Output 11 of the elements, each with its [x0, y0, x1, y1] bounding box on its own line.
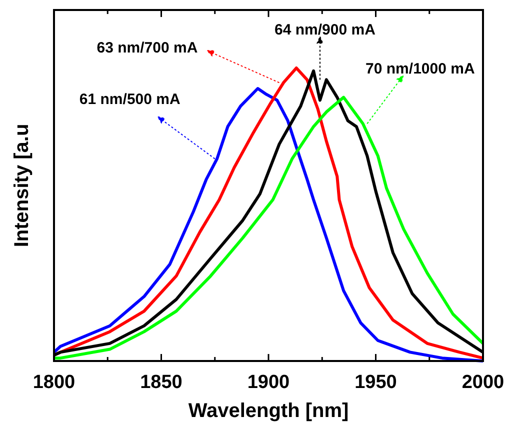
annotation: 64 nm/900 mA — [274, 22, 376, 39]
x-tick-label: 1800 — [32, 372, 76, 393]
annotation: 63 nm/700 mA — [96, 40, 198, 57]
annotation: 70 nm/1000 mA — [366, 60, 475, 78]
x-tick-label: 1950 — [354, 372, 397, 393]
annotation: 61 nm/500 mA — [79, 90, 180, 108]
x-tick-label: 1850 — [140, 372, 182, 393]
x-axis-title: Wavelength [nm] — [188, 400, 349, 422]
x-tick-label: 2000 — [462, 372, 504, 393]
y-axis-title: Intensity [a.u — [11, 124, 33, 248]
x-tick-label: 1900 — [247, 372, 290, 393]
